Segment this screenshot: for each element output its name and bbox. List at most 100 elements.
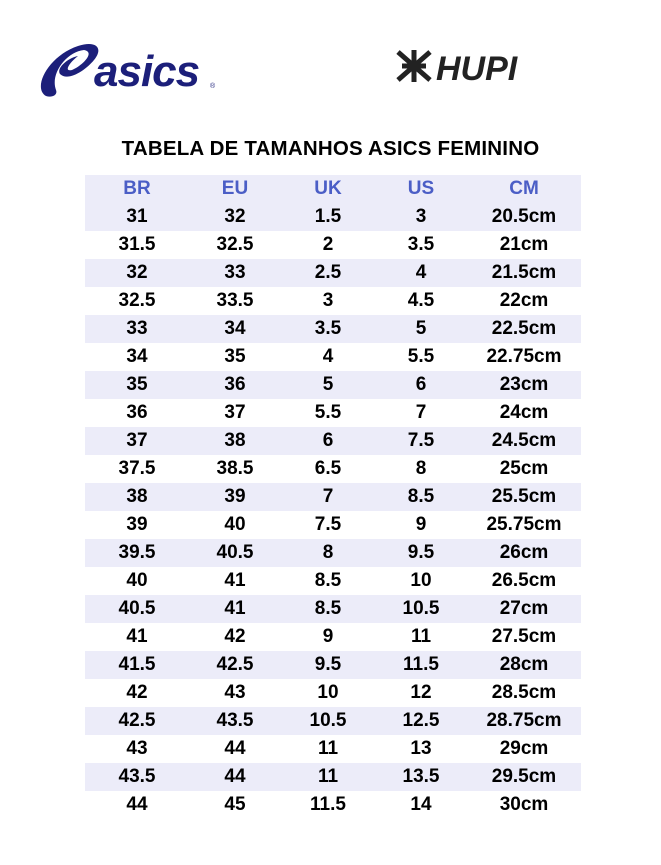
table-cell-cm: 21cm [499,234,549,255]
table-cell-uk: 11 [317,738,339,759]
table-row: 40 41 8.5 10 26.5cm [85,567,581,595]
column-header-eu: EU [221,178,249,199]
table-cell-us: 9.5 [407,542,435,563]
table-cell-uk: 3 [322,290,334,311]
table-row: 41 42 9 11 27.5cm [85,623,581,651]
table-cell-us: 10.5 [402,598,440,619]
table-cell-us: 13.5 [402,766,440,787]
table-cell-br: 31 [126,206,148,227]
table-cell-uk: 7 [322,486,334,507]
table-row: 38 39 7 8.5 25.5cm [85,483,581,511]
table-cell-br: 37.5 [118,458,156,479]
table-cell-cm: 28cm [499,654,549,675]
table-cell-uk: 11 [317,766,339,787]
page-title: TABELA DE TAMANHOS ASICS FEMININO [121,137,540,160]
table-cell-br: 32 [126,262,148,283]
table-cell-eu: 32 [224,206,246,227]
table-row: 37 38 6 7.5 24.5cm [85,427,581,455]
table-cell-cm: 25.5cm [491,486,557,507]
table-cell-cm: 26cm [499,542,549,563]
table-cell-us: 9 [415,514,427,535]
svg-text:HUPI: HUPI [436,50,519,88]
table-row: 33 34 3.5 5 22.5cm [85,315,581,343]
table-cell-cm: 22.5cm [491,318,557,339]
table-cell-us: 3 [415,206,427,227]
table-cell-br: 43.5 [118,766,156,787]
table-cell-us: 4 [415,262,427,283]
table-cell-eu: 43.5 [216,710,254,731]
table-cell-cm: 24cm [499,402,549,423]
table-cell-cm: 23cm [499,374,549,395]
table-row: 31 32 1.5 3 20.5cm [85,203,581,231]
table-cell-cm: 20.5cm [491,206,557,227]
table-row: 34 35 4 5.5 22.75cm [85,343,581,371]
table-row: 39.5 40.5 8 9.5 26cm [85,539,581,567]
table-cell-br: 44 [126,794,148,815]
table-cell-br: 42 [126,682,148,703]
table-cell-cm: 24.5cm [491,430,557,451]
asics-logo: asics ® [40,43,216,97]
column-header-uk: UK [314,178,342,199]
hupi-logo: HUPI [396,50,519,88]
table-cell-eu: 42.5 [216,654,254,675]
table-cell-uk: 5 [322,374,334,395]
table-cell-br: 39.5 [118,542,156,563]
table-row: 31.5 32.5 2 3.5 21cm [85,231,581,259]
table-cell-eu: 40.5 [216,542,254,563]
table-row: 35 36 5 6 23cm [85,371,581,399]
table-row: 32.5 33.5 3 4.5 22cm [85,287,581,315]
table-cell-cm: 29.5cm [491,766,557,787]
table-cell-eu: 33 [224,262,246,283]
table-cell-eu: 45 [224,794,246,815]
table-cell-us: 3.5 [407,234,435,255]
table-cell-eu: 43 [224,682,246,703]
table-cell-uk: 2 [322,234,334,255]
table-cell-br: 41 [126,626,148,647]
table-cell-br: 40.5 [118,598,156,619]
table-cell-br: 37 [126,430,148,451]
table-cell-us: 8 [415,458,427,479]
table-cell-us: 8.5 [407,486,435,507]
table-cell-uk: 7.5 [314,514,342,535]
table-row: 41.5 42.5 9.5 11.5 28cm [85,651,581,679]
table-cell-uk: 5.5 [314,402,342,423]
table-cell-br: 41.5 [118,654,156,675]
table-row: 40.5 41 8.5 10.5 27cm [85,595,581,623]
table-cell-us: 5 [415,318,427,339]
table-cell-eu: 42 [224,626,246,647]
table-cell-eu: 38.5 [216,458,254,479]
table-cell-uk: 9.5 [314,654,342,675]
table-row: 42 43 10 12 28.5cm [85,679,581,707]
table-cell-us: 5.5 [407,346,435,367]
column-header-cm: CM [509,178,539,199]
table-row: 43.5 44 11 13.5 29.5cm [85,763,581,791]
table-cell-us: 12 [410,682,432,703]
table-cell-eu: 44 [224,738,246,759]
table-cell-cm: 28.5cm [491,682,557,703]
table-cell-us: 10 [410,570,432,591]
table-cell-cm: 27cm [499,598,549,619]
table-cell-us: 11.5 [403,654,439,675]
table-cell-uk: 2.5 [314,262,342,283]
table-cell-cm: 28.75cm [486,710,562,731]
table-cell-uk: 11.5 [310,794,346,815]
table-cell-br: 36 [126,402,148,423]
table-cell-cm: 29cm [499,738,549,759]
table-cell-uk: 3.5 [314,318,342,339]
table-cell-uk: 8 [322,542,334,563]
table-row: 36 37 5.5 7 24cm [85,399,581,427]
table-cell-eu: 41 [224,570,246,591]
table-cell-cm: 27.5cm [491,626,557,647]
table-cell-br: 31.5 [118,234,156,255]
table-cell-us: 13 [410,738,432,759]
table-cell-uk: 4 [322,346,334,367]
svg-text:®: ® [210,82,216,90]
table-cell-eu: 41 [224,598,246,619]
table-cell-eu: 40 [224,514,246,535]
table-row: 42.5 43.5 10.5 12.5 28.75cm [85,707,581,735]
table-cell-us: 14 [410,794,432,815]
table-cell-uk: 8.5 [314,570,342,591]
table-cell-br: 33 [126,318,148,339]
table-cell-eu: 38 [224,430,246,451]
table-cell-br: 43 [126,738,148,759]
